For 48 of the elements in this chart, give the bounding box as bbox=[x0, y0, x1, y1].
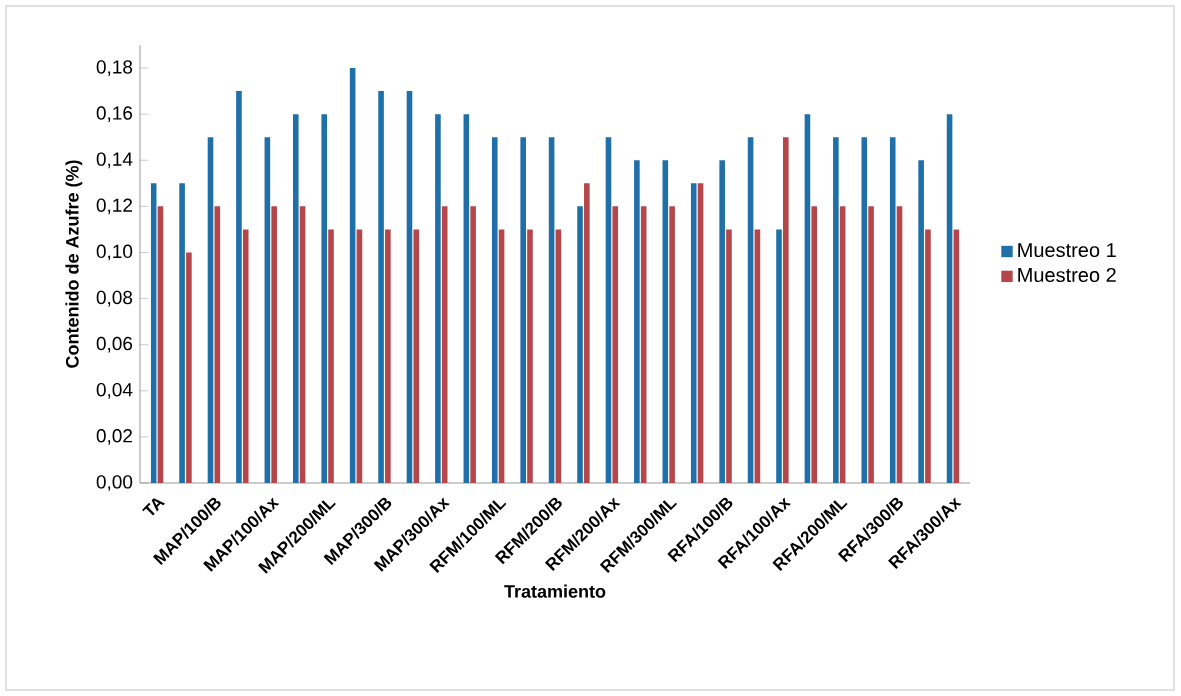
bar bbox=[271, 206, 277, 483]
y-tick-label: 0,02 bbox=[96, 429, 132, 445]
bar bbox=[470, 206, 476, 483]
y-tick-label: 0,10 bbox=[96, 244, 133, 261]
bar bbox=[612, 206, 619, 483]
legend-label: Muestreo 1 bbox=[1018, 243, 1116, 258]
bar bbox=[328, 229, 334, 483]
bar bbox=[292, 114, 299, 483]
bar bbox=[861, 137, 868, 483]
y-tick-label: 0,12 bbox=[96, 198, 132, 215]
bar bbox=[413, 229, 420, 483]
bar bbox=[833, 137, 839, 483]
bar bbox=[441, 206, 448, 483]
bar bbox=[889, 137, 896, 483]
bar bbox=[321, 114, 328, 483]
y-tick-label: 0,08 bbox=[96, 290, 133, 307]
y-tick-label: 0,16 bbox=[96, 106, 133, 123]
bar bbox=[726, 229, 732, 483]
bar bbox=[385, 229, 391, 483]
bar bbox=[527, 229, 533, 483]
y-tick-label: 0,06 bbox=[96, 336, 133, 353]
bar bbox=[520, 137, 526, 483]
bar bbox=[783, 137, 789, 483]
bar bbox=[868, 206, 874, 483]
x-axis-title: Tratamiento bbox=[504, 584, 606, 598]
bar bbox=[242, 229, 249, 483]
bar bbox=[634, 160, 640, 483]
y-tick-label: 0,18 bbox=[96, 60, 133, 76]
y-tick-label: 0,14 bbox=[96, 152, 133, 169]
bar bbox=[186, 252, 192, 483]
y-tick-label: 0,00 bbox=[96, 475, 133, 491]
y-axis-title: Contenido de Azufre (%) bbox=[65, 160, 83, 368]
bar bbox=[918, 160, 924, 483]
bar bbox=[236, 91, 242, 483]
legend-label: Muestreo 2 bbox=[1018, 267, 1116, 283]
bar bbox=[577, 206, 583, 483]
bar bbox=[690, 183, 697, 483]
bar bbox=[719, 160, 725, 483]
bar bbox=[584, 183, 590, 483]
bar bbox=[378, 91, 384, 483]
bar bbox=[811, 206, 818, 483]
bar bbox=[776, 229, 782, 483]
bar bbox=[435, 114, 441, 483]
bar bbox=[491, 137, 498, 483]
bar bbox=[669, 206, 675, 483]
bar bbox=[925, 229, 931, 483]
bar bbox=[179, 183, 185, 483]
y-tick-label: 0,04 bbox=[96, 382, 133, 399]
